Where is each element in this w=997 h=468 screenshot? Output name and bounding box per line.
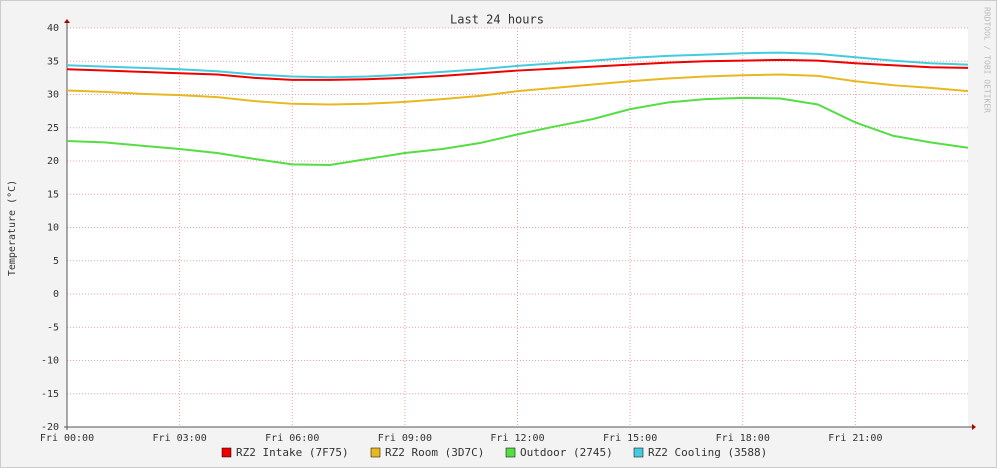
y-tick-label: 15 bbox=[47, 189, 59, 200]
watermark: RRDTOOL / TOBI OETIKER bbox=[983, 7, 992, 113]
x-tick-label: Fri 21:00 bbox=[828, 433, 882, 444]
axis-arrow bbox=[64, 19, 70, 23]
series-line bbox=[66, 51, 969, 79]
x-tick-label: Fri 12:00 bbox=[490, 433, 544, 444]
legend-label: RZ2 Room (3D7C) bbox=[385, 446, 484, 459]
x-tick-label: Fri 09:00 bbox=[378, 433, 432, 444]
legend-label: RZ2 Intake (7F75) bbox=[236, 446, 349, 459]
legend-label: RZ2 Cooling (3588) bbox=[648, 446, 767, 459]
y-tick-label: 40 bbox=[47, 23, 59, 34]
y-tick-label: 35 bbox=[47, 56, 59, 67]
x-tick-label: Fri 06:00 bbox=[265, 433, 319, 444]
legend-label: Outdoor (2745) bbox=[520, 446, 613, 459]
legend-swatch bbox=[221, 447, 232, 458]
legend-swatch bbox=[370, 447, 381, 458]
y-tick-label: -15 bbox=[41, 389, 59, 400]
y-tick-label: 30 bbox=[47, 90, 59, 101]
y-tick-label: -10 bbox=[41, 356, 59, 367]
y-tick-label: 5 bbox=[53, 256, 59, 267]
axis-arrow bbox=[972, 424, 976, 430]
series-line bbox=[66, 73, 969, 106]
legend-swatch bbox=[633, 447, 644, 458]
x-tick-label: Fri 03:00 bbox=[153, 433, 207, 444]
y-tick-label: -5 bbox=[47, 322, 59, 333]
series-line bbox=[66, 58, 969, 81]
series-line bbox=[66, 96, 969, 166]
y-tick-label: 10 bbox=[47, 223, 59, 234]
x-tick-label: Fri 00:00 bbox=[40, 433, 94, 444]
y-tick-label: -20 bbox=[41, 422, 59, 433]
y-tick-label: 0 bbox=[53, 289, 59, 300]
legend-swatch bbox=[505, 447, 516, 458]
x-tick-label: Fri 15:00 bbox=[603, 433, 657, 444]
y-tick-label: 25 bbox=[47, 123, 59, 134]
x-tick-label: Fri 18:00 bbox=[716, 433, 770, 444]
y-axis-label: Temperature (°C) bbox=[7, 180, 18, 276]
chart-title: Last 24 hours bbox=[450, 13, 544, 27]
y-tick-label: 20 bbox=[47, 156, 59, 167]
